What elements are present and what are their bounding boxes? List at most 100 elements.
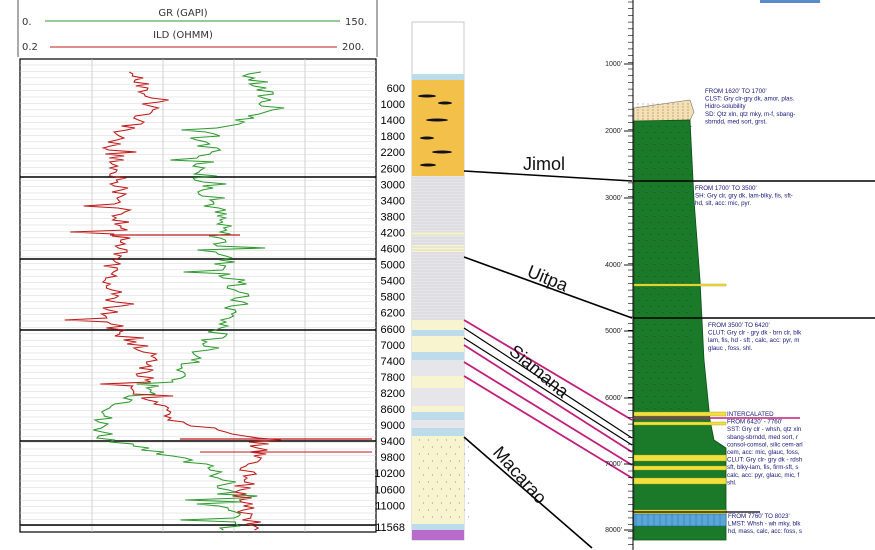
shale-texture — [682, 222, 684, 223]
shale-texture — [642, 390, 644, 391]
shale-texture — [690, 186, 692, 187]
shale-texture — [642, 126, 644, 127]
clay-dot — [647, 115, 649, 117]
shale-texture — [678, 288, 680, 289]
depth-label: 1000 — [381, 99, 405, 111]
lithology-description-line: FROM 3500' TO 6420' — [708, 322, 770, 329]
shale-texture — [686, 168, 688, 169]
limestone-unit — [633, 513, 727, 527]
shale-texture — [654, 276, 656, 277]
clay-dot — [637, 118, 639, 120]
sand-dot — [458, 446, 461, 448]
shale-texture — [662, 324, 664, 325]
depth-label: 8600 — [381, 404, 405, 416]
shale-texture — [666, 282, 668, 283]
shale-texture — [682, 390, 684, 391]
shale-texture — [678, 132, 680, 133]
shale-texture — [662, 396, 664, 397]
sand-lens — [420, 163, 436, 167]
shale-texture — [670, 336, 672, 337]
shale-texture — [678, 252, 680, 253]
sand-dot — [458, 460, 461, 462]
shale-texture — [658, 330, 660, 331]
shale-texture — [690, 402, 692, 403]
shale-texture — [678, 276, 680, 277]
shale-texture — [670, 300, 672, 301]
shale-texture — [642, 162, 644, 163]
shale-texture — [670, 384, 672, 385]
clay-dot — [637, 115, 639, 117]
shale-texture — [658, 294, 660, 295]
shale-texture — [650, 294, 652, 295]
shale-texture — [658, 174, 660, 175]
shale-texture — [666, 378, 668, 379]
shale-texture — [662, 252, 664, 253]
sand-dot — [458, 502, 461, 504]
shale-texture — [642, 222, 644, 223]
shale-texture — [658, 162, 660, 163]
litho-layer — [412, 388, 464, 406]
correlation-line — [463, 170, 633, 182]
shale-texture — [670, 396, 672, 397]
litho-layer — [412, 530, 464, 540]
shale-texture — [666, 198, 668, 199]
clay-dot — [657, 112, 659, 114]
clay-dot — [652, 112, 654, 114]
sand-dot — [449, 446, 452, 448]
right-depth-tick-label: 1000' — [605, 61, 622, 68]
shale-texture — [642, 246, 644, 247]
clay-dot — [687, 109, 689, 111]
clay-dot — [682, 106, 684, 108]
shale-texture — [650, 390, 652, 391]
shale-texture — [658, 354, 660, 355]
shale-texture — [654, 252, 656, 253]
shale-texture — [686, 132, 688, 133]
depth-labels: 600 1000 1400 1800 2200 2600 3000 3400 3800 4200 4… — [374, 83, 405, 534]
right-depth-tick-label: 8000' — [605, 527, 622, 534]
litho-layer — [412, 176, 464, 232]
shale-texture — [666, 174, 668, 175]
shale-texture — [646, 288, 648, 289]
shale-texture — [670, 132, 672, 133]
shale-texture — [686, 216, 688, 217]
clay-dot — [662, 118, 664, 120]
shale-texture — [654, 132, 656, 133]
right-lithologic-column: 1000' 2000' 3000' 4000' 5000' 6000' 7000' 8000' — [605, 0, 875, 550]
shale-texture — [662, 264, 664, 265]
shale-texture — [670, 372, 672, 373]
shale-texture — [642, 294, 644, 295]
litho-layer — [412, 412, 464, 420]
litho-layer — [412, 232, 464, 236]
sand-dot — [427, 495, 430, 497]
shale-texture — [690, 150, 692, 151]
clay-dot — [647, 103, 649, 105]
shale-texture — [690, 162, 692, 163]
clay-dot — [637, 112, 639, 114]
sand-dot — [440, 474, 443, 476]
shale-texture — [654, 144, 656, 145]
shale-texture — [662, 156, 664, 157]
gr-curve — [93, 71, 285, 531]
shale-texture — [650, 282, 652, 283]
sand-dot — [463, 509, 466, 511]
shale-texture — [666, 366, 668, 367]
sandstone-stringer — [633, 477, 727, 485]
sand-dot — [422, 516, 425, 518]
shale-texture — [674, 138, 676, 139]
shale-texture — [674, 390, 676, 391]
sand-dot — [427, 453, 430, 455]
shale-texture — [666, 270, 668, 271]
shale-texture — [662, 228, 664, 229]
clay-dot — [687, 115, 689, 117]
clay-dot — [677, 118, 679, 120]
correlation-line — [463, 337, 633, 446]
shale-texture — [658, 342, 660, 343]
clay-dot — [637, 103, 639, 105]
clay-dot — [672, 118, 674, 120]
shale-texture — [678, 336, 680, 337]
clay-dot — [642, 103, 644, 105]
shale-texture — [638, 372, 640, 373]
clay-dot — [667, 109, 669, 111]
shale-texture — [658, 258, 660, 259]
sand-dot — [467, 502, 470, 504]
